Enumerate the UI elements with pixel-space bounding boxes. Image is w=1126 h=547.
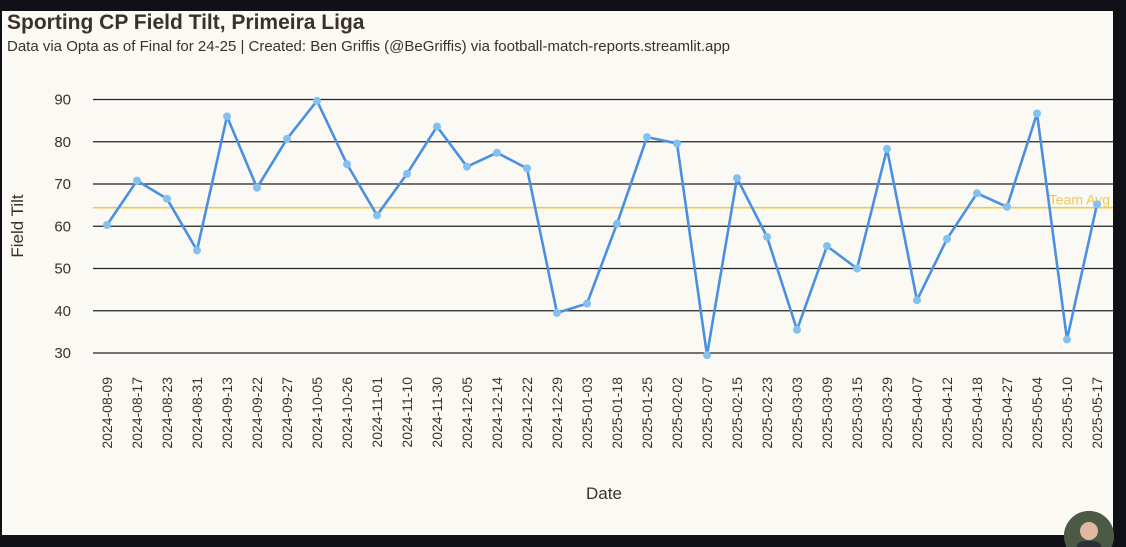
x-tick-label: 2025-01-03: [579, 377, 595, 449]
y-tick-label: 40: [54, 303, 71, 320]
data-point: [133, 176, 141, 185]
data-point: [1093, 200, 1101, 209]
x-tick-label: 2025-04-12: [939, 377, 955, 449]
data-point: [403, 169, 411, 178]
x-tick-label: 2024-08-23: [159, 377, 175, 449]
y-tick-label: 50: [54, 261, 71, 278]
x-tick-label: 2024-11-30: [429, 377, 445, 448]
data-point: [763, 232, 771, 241]
data-point: [973, 189, 981, 198]
x-tick-label: 2025-02-07: [699, 377, 715, 449]
chart-title: Sporting CP Field Tilt, Primeira Liga: [7, 11, 365, 34]
x-tick-label: 2024-08-17: [129, 377, 145, 449]
x-tick-label: 2024-09-22: [249, 377, 265, 449]
y-tick-label: 90: [54, 92, 71, 109]
x-tick-label: 2024-09-13: [219, 377, 235, 449]
y-axis-label: Field Tilt: [8, 194, 27, 258]
data-point: [493, 148, 501, 157]
x-tick-label: 2025-02-02: [669, 377, 685, 449]
x-tick-label: 2025-01-25: [639, 377, 655, 449]
data-point: [853, 264, 861, 273]
chart-subtitle: Data via Opta as of Final for 24-25 | Cr…: [7, 38, 731, 55]
data-point: [1063, 335, 1071, 344]
y-tick-label: 60: [54, 218, 71, 235]
x-tick-label: 2024-08-09: [99, 377, 115, 449]
chart-card: Sporting CP Field Tilt, Primeira Liga Da…: [2, 11, 1113, 535]
data-point: [1003, 202, 1011, 211]
data-point: [313, 96, 321, 105]
user-avatar[interactable]: [1064, 511, 1114, 547]
data-point: [823, 242, 831, 251]
data-point: [253, 183, 261, 192]
x-tick-label: 2025-03-09: [819, 377, 835, 449]
data-point: [463, 162, 471, 171]
data-point: [613, 219, 621, 228]
x-tick-label: 2025-01-18: [609, 377, 625, 449]
x-tick-label: 2025-05-17: [1089, 377, 1105, 449]
x-tick-label: 2024-12-22: [519, 377, 535, 449]
data-point: [673, 139, 681, 148]
x-tick-label: 2025-04-27: [999, 377, 1015, 449]
data-point: [703, 351, 711, 360]
data-point: [523, 164, 531, 173]
x-tick-label: 2024-08-31: [189, 377, 205, 449]
field-tilt-series-line: [105, 99, 1099, 357]
data-point: [643, 133, 651, 142]
x-axis-label: Date: [586, 484, 622, 503]
x-tick-label: 2024-12-29: [549, 377, 565, 449]
data-point: [283, 134, 291, 143]
data-point: [583, 299, 591, 308]
data-point: [343, 160, 351, 169]
x-tick-label: 2025-04-18: [969, 377, 985, 449]
x-tick-label: 2025-03-03: [789, 377, 805, 449]
x-tick-label: 2024-10-05: [309, 377, 325, 449]
x-tick-label: 2024-11-10: [399, 377, 415, 448]
data-point: [373, 211, 381, 220]
x-tick-label: 2024-11-01: [369, 377, 385, 448]
data-point: [913, 296, 921, 305]
data-point: [433, 122, 441, 131]
data-point: [1033, 109, 1041, 118]
data-point: [733, 174, 741, 183]
x-tick-label: 2025-03-15: [849, 377, 865, 449]
data-point: [793, 325, 801, 334]
x-tick-label: 2025-04-07: [909, 377, 925, 449]
x-tick-label: 2024-12-14: [489, 377, 505, 449]
x-tick-label: 2025-03-29: [879, 377, 895, 449]
x-tick-label: 2025-02-15: [729, 377, 745, 449]
data-point: [163, 194, 171, 203]
x-tick-label: 2024-09-27: [279, 377, 295, 449]
data-point: [943, 234, 951, 243]
y-tick-label: 80: [54, 134, 71, 151]
data-point: [883, 144, 891, 153]
y-tick-label: 30: [54, 345, 71, 362]
x-tick-label: 2024-12-05: [459, 377, 475, 449]
data-point: [193, 246, 201, 255]
x-tick-label: 2024-10-26: [339, 377, 355, 449]
x-tick-label: 2025-05-10: [1059, 377, 1075, 449]
y-tick-label: 70: [54, 176, 71, 193]
data-point: [103, 220, 111, 229]
x-tick-label: 2025-02-23: [759, 377, 775, 449]
x-tick-label: 2025-05-04: [1029, 377, 1045, 449]
data-point: [553, 308, 561, 317]
data-point: [223, 112, 231, 121]
